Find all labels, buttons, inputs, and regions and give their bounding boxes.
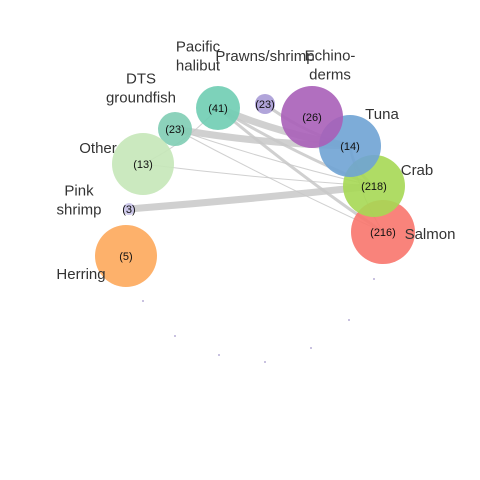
node-pink-shrimp-count: (3)	[122, 204, 135, 216]
node-other: (13) Other	[79, 133, 174, 195]
node-salmon-count: (216)	[370, 227, 396, 239]
node-dts-groundfish-label-line-2: groundfish	[106, 90, 176, 107]
node-pink-shrimp-label-line-1: Pink	[64, 183, 94, 200]
node-other-circle	[112, 133, 174, 195]
node-herring-circle	[95, 225, 157, 287]
edge-pink-shrimp-to-crab	[125, 182, 378, 213]
empty-dot-4	[264, 361, 266, 363]
node-echinoderms-circle	[281, 86, 343, 148]
node-dts-groundfish-count: (23)	[165, 124, 185, 136]
node-dts-groundfish: (23) DTS groundfish	[106, 71, 192, 146]
node-other-label-line-1: Other	[79, 140, 117, 157]
node-prawns-shrimp-count: (23)	[255, 99, 275, 111]
node-pacific-halibut-circle	[196, 86, 240, 130]
node-pacific-halibut-label-line-2: halibut	[176, 58, 221, 75]
empty-position-dots	[142, 278, 375, 363]
node-herring: (5) Herring	[56, 225, 157, 287]
node-pacific-halibut-label-line-1: Pacific	[176, 39, 221, 56]
empty-dot-1	[142, 300, 144, 302]
node-pacific-halibut-count: (41)	[208, 103, 228, 115]
nodes-layer: (216) Salmon (218) Crab (14) Tuna (26) Echino-d…	[56, 39, 456, 287]
node-dts-groundfish-circle	[158, 112, 192, 146]
empty-dot-5	[310, 347, 312, 349]
node-echinoderms-count: (26)	[302, 112, 322, 124]
node-echinoderms-label-line-2: derms	[309, 67, 351, 84]
node-echinoderms: (26) Echino-derms	[281, 48, 356, 148]
node-crab-count: (218)	[361, 181, 387, 193]
node-herring-count: (5)	[119, 251, 132, 263]
node-pink-shrimp-label-line-2: shrimp	[56, 202, 101, 219]
node-tuna-label-line-1: Tuna	[365, 106, 399, 123]
empty-dot-3	[218, 354, 220, 356]
empty-dot-7	[373, 278, 375, 280]
node-other-count: (13)	[133, 159, 153, 171]
node-pink-shrimp-circle	[123, 203, 135, 215]
empty-dot-6	[348, 319, 350, 321]
node-prawns-shrimp: (23) Prawns/shrimp	[215, 48, 315, 114]
node-dts-groundfish-label-line-1: DTS	[126, 71, 156, 88]
empty-dot-2	[174, 335, 176, 337]
node-tuna-count: (14)	[340, 141, 360, 153]
node-echinoderms-label-line-1: Echino-	[305, 48, 356, 65]
node-pink-shrimp: (3) Pink shrimp	[56, 183, 135, 219]
node-pacific-halibut: (41) Pacific halibut	[176, 39, 240, 130]
node-prawns-shrimp-circle	[255, 94, 275, 114]
node-herring-label-line-1: Herring	[56, 266, 105, 283]
node-salmon-label-line-1: Salmon	[405, 226, 456, 243]
node-crab-label-line-1: Crab	[401, 162, 434, 179]
node-prawns-shrimp-label-line-1: Prawns/shrimp	[215, 48, 314, 65]
